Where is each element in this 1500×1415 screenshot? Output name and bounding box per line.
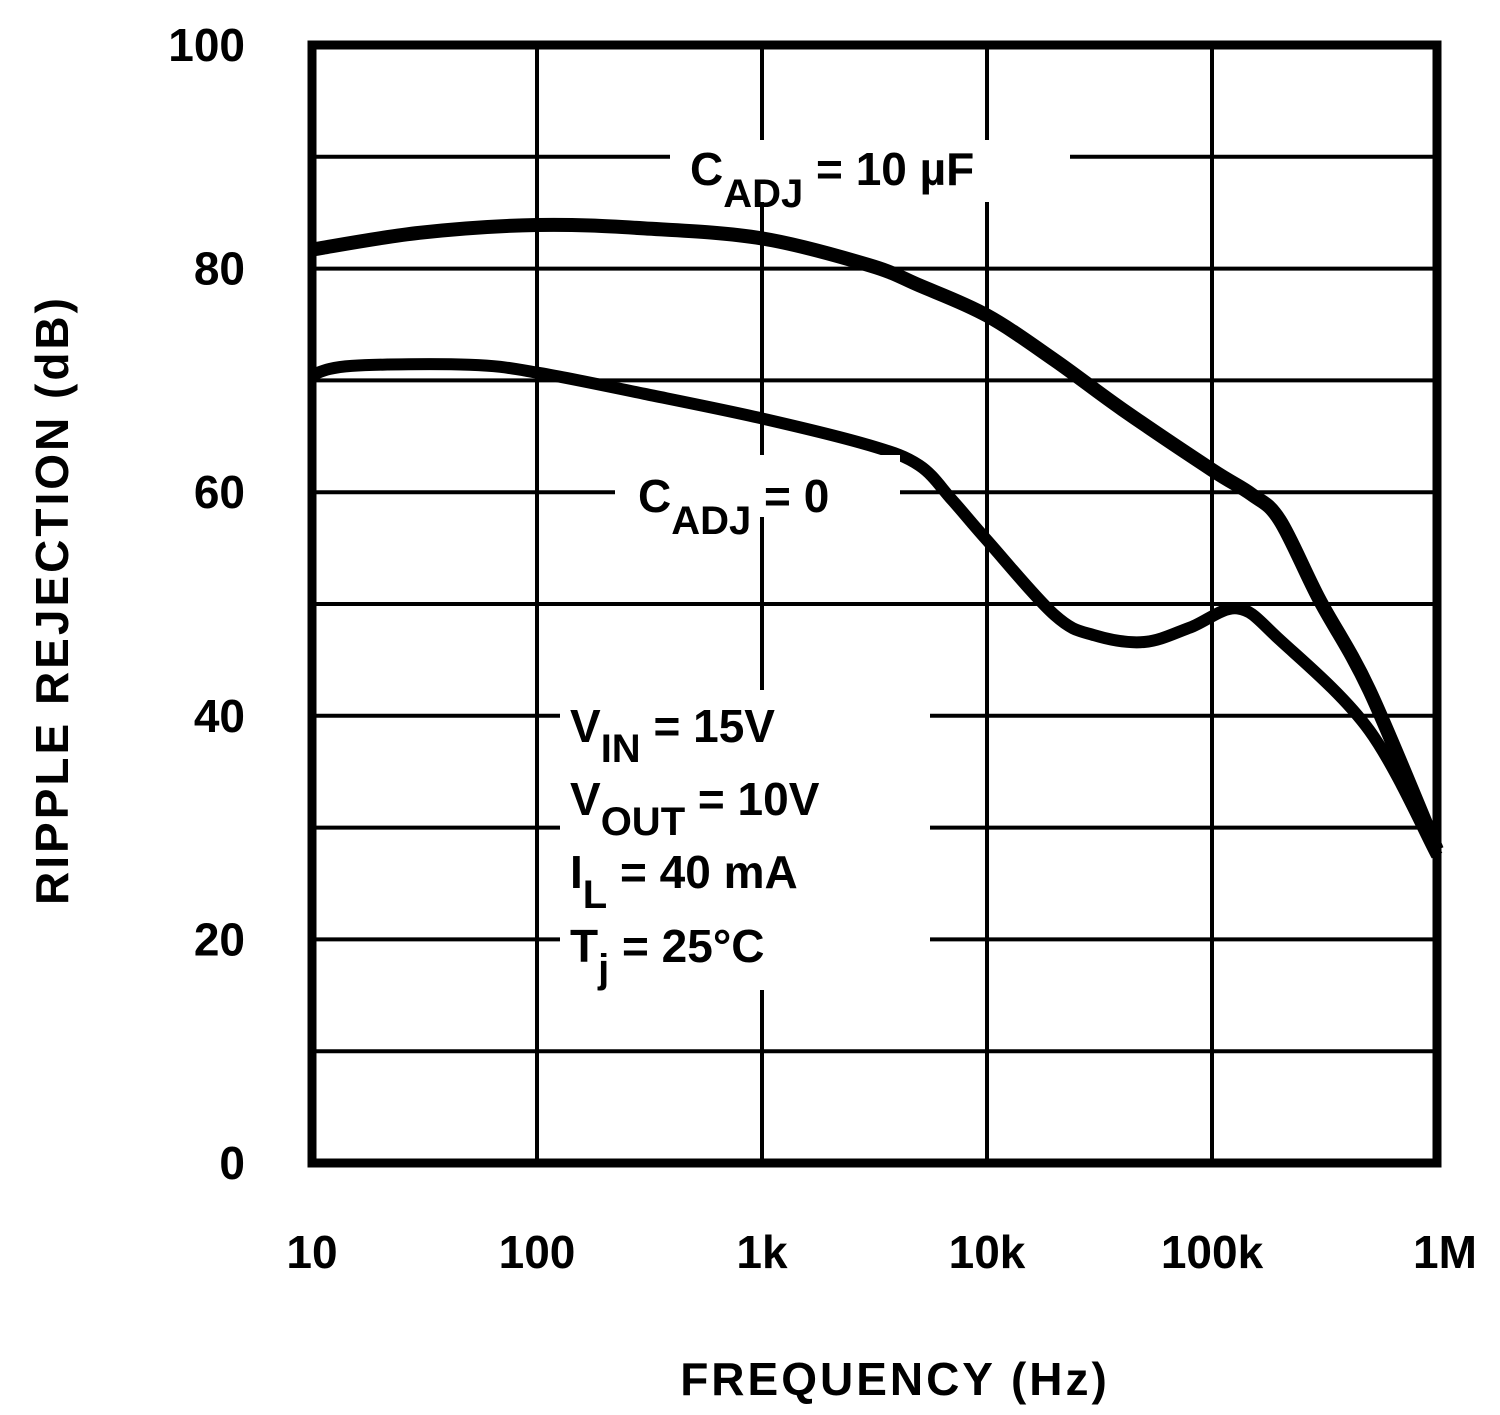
y-tick-label: 0	[219, 1137, 245, 1189]
x-tick-label: 10	[286, 1226, 337, 1278]
x-tick-label: 100	[499, 1226, 576, 1278]
series-label-cadj-10uf: CADJ = 10 µF	[690, 143, 974, 216]
y-axis-title: RIPPLE REJECTION (dB)	[26, 295, 78, 905]
x-tick-label: 10k	[949, 1226, 1026, 1278]
x-tick-label: 1M	[1413, 1226, 1477, 1278]
x-tick-label: 1k	[736, 1226, 788, 1278]
y-tick-label: 20	[194, 913, 245, 965]
y-tick-label: 40	[194, 690, 245, 742]
label-bg	[615, 455, 900, 517]
y-tick-label: 60	[194, 466, 245, 518]
series-line-cadj-0	[310, 358, 1443, 859]
conditions-bg	[560, 690, 930, 990]
series-line-cadj-10uf	[310, 217, 1444, 853]
condition-tj: Tj = 25°C	[570, 920, 764, 991]
plot-frame	[307, 40, 1442, 1168]
condition-vout: VOUT = 10V	[570, 773, 820, 844]
annotations: CADJ = 10 µF CADJ = 0 VIN = 15V VOUT = 1…	[560, 140, 1070, 991]
y-tick-label: 100	[168, 19, 245, 71]
y-tick-label: 80	[194, 243, 245, 295]
x-axis-title: FREQUENCY (Hz)	[680, 1353, 1110, 1405]
condition-il: IL = 40 mA	[570, 846, 798, 917]
grid	[310, 43, 1439, 1165]
series-label-cadj-0: CADJ = 0	[638, 470, 829, 543]
tick-labels: 0 20 40 60 80 100 10 100 1k 10k 100k 1M	[168, 19, 1477, 1278]
label-bg	[670, 140, 1070, 202]
x-tick-label: 100k	[1161, 1226, 1264, 1278]
curves	[310, 217, 1444, 859]
condition-vin: VIN = 15V	[570, 700, 775, 771]
